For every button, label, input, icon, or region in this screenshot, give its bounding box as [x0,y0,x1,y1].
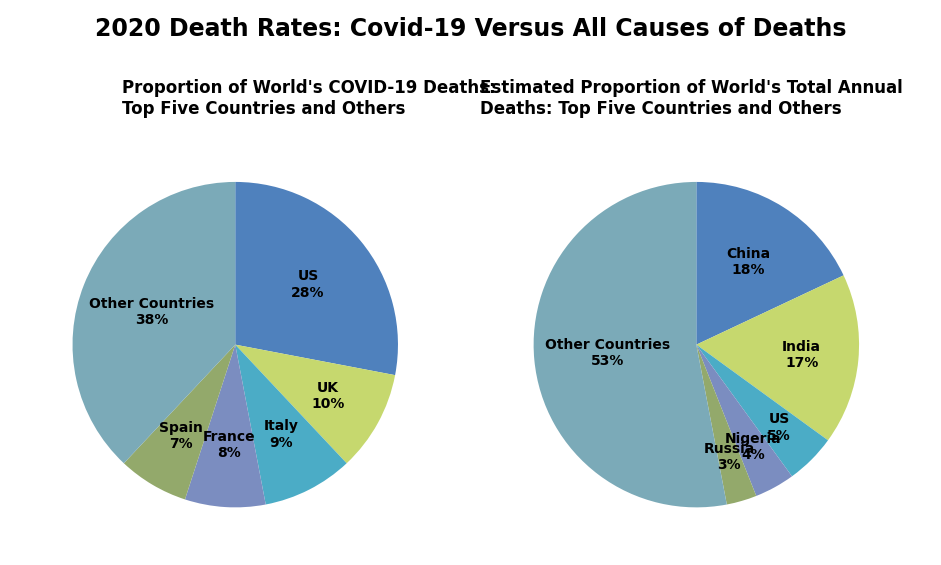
Text: Russia
3%: Russia 3% [704,442,755,472]
Wedge shape [185,345,265,507]
Wedge shape [235,182,398,375]
Wedge shape [696,345,828,476]
Text: Proportion of World's COVID-19 Deaths:
Top Five Countries and Others: Proportion of World's COVID-19 Deaths: T… [122,79,496,118]
Wedge shape [696,345,792,496]
Text: Estimated Proportion of World's Total Annual
Deaths: Top Five Countries and Othe: Estimated Proportion of World's Total An… [480,79,902,118]
Text: Spain
7%: Spain 7% [159,420,203,451]
Text: 2020 Death Rates: Covid-19 Versus All Causes of Deaths: 2020 Death Rates: Covid-19 Versus All Ca… [95,17,846,41]
Text: US
5%: US 5% [767,412,791,442]
Text: Other Countries
53%: Other Countries 53% [545,338,670,368]
Text: Other Countries
38%: Other Countries 38% [89,297,215,327]
Wedge shape [696,275,859,440]
Wedge shape [124,345,235,499]
Text: Italy
9%: Italy 9% [263,419,298,450]
Wedge shape [235,345,346,505]
Wedge shape [235,345,395,463]
Text: Nigeria
4%: Nigeria 4% [725,432,781,462]
Text: UK
10%: UK 10% [311,380,344,411]
Wedge shape [72,182,235,463]
Text: US
28%: US 28% [291,270,325,299]
Wedge shape [696,182,843,345]
Text: France
8%: France 8% [202,430,255,460]
Wedge shape [534,182,726,507]
Wedge shape [696,345,757,505]
Text: India
17%: India 17% [782,340,821,370]
Text: China
18%: China 18% [726,247,771,277]
